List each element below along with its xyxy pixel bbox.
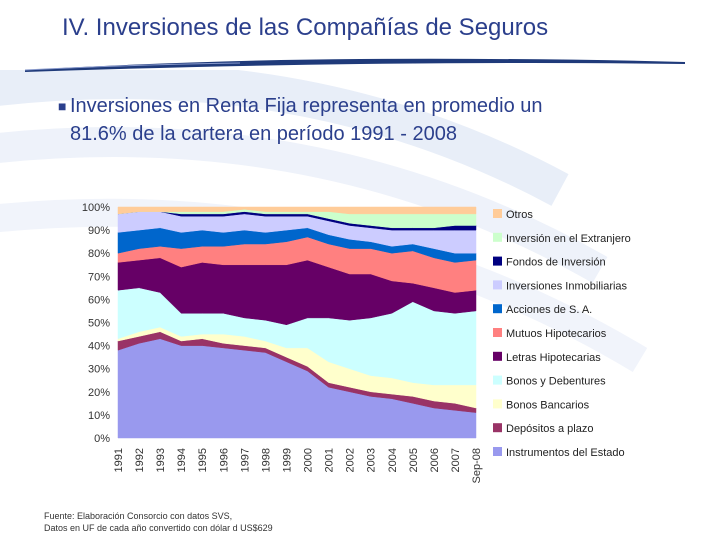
legend-label: Letras Hipotecarias bbox=[506, 352, 601, 364]
legend-label: Bonos Bancarios bbox=[506, 399, 590, 411]
x-tick-label: 1991 bbox=[113, 448, 125, 472]
legend-swatch bbox=[493, 256, 502, 266]
legend-swatch bbox=[493, 209, 502, 218]
legend-swatch bbox=[493, 423, 502, 433]
y-tick-label: 30% bbox=[88, 364, 110, 376]
bullet-text-line1: Inversiones en Renta Fija representa en … bbox=[70, 95, 543, 117]
page-title: IV. Inversiones de las Compañías de Segu… bbox=[62, 14, 549, 41]
legend-swatch bbox=[493, 375, 502, 385]
footer-source: Fuente: Elaboración Consorcio con datos … bbox=[44, 510, 273, 534]
y-tick-label: 40% bbox=[88, 341, 110, 353]
legend-swatch bbox=[493, 280, 502, 290]
x-tick-label: 1994 bbox=[176, 448, 188, 472]
legend-swatch bbox=[493, 447, 502, 456]
x-tick-label: 2004 bbox=[387, 448, 399, 472]
legend-label: Instrumentos del Estado bbox=[506, 447, 625, 459]
y-tick-label: 0% bbox=[94, 433, 110, 445]
x-tick-label: 2005 bbox=[408, 448, 420, 472]
x-tick-label: 2000 bbox=[303, 448, 315, 472]
legend-label: Acciones de S. A. bbox=[506, 304, 592, 316]
y-tick-label: 80% bbox=[88, 248, 110, 260]
legend-swatch bbox=[493, 304, 502, 314]
area-series-11 bbox=[117, 206, 477, 215]
x-tick-label: 2007 bbox=[450, 448, 462, 472]
y-tick-label: 20% bbox=[88, 387, 110, 399]
y-tick-label: 50% bbox=[88, 318, 110, 330]
legend-label: Otros bbox=[506, 209, 533, 221]
footer-line1: Fuente: Elaboración Consorcio con datos … bbox=[44, 511, 233, 521]
x-tick-label: 2003 bbox=[366, 448, 378, 472]
y-tick-label: 10% bbox=[88, 410, 110, 422]
legend-swatch bbox=[493, 399, 502, 409]
x-tick-label: 1999 bbox=[281, 448, 293, 472]
bullet-text-line2: 81.6% de la cartera en período 1991 - 20… bbox=[70, 123, 457, 145]
y-tick-label: 100% bbox=[82, 202, 110, 214]
legend-label: Inversión en el Extranjero bbox=[506, 233, 631, 245]
y-tick-label: 70% bbox=[88, 271, 110, 283]
y-tick-label: 90% bbox=[88, 225, 110, 237]
x-tick-label: 1998 bbox=[260, 448, 272, 472]
x-tick-label: 2006 bbox=[429, 448, 441, 472]
legend-swatch bbox=[493, 232, 502, 242]
legend-swatch bbox=[493, 328, 502, 337]
x-tick-label: 2002 bbox=[345, 448, 357, 472]
legend-label: Bonos y Debentures bbox=[506, 376, 606, 388]
stacked-area-chart: 0% 10% 20% 30% 40% 50% 60% 70% 80% 90% 100% 1991 199… bbox=[82, 202, 631, 483]
x-tick-label: 1995 bbox=[197, 448, 209, 472]
legend-label: Mutuos Hipotecarios bbox=[506, 328, 607, 340]
footer-line2: Datos en UF de cada año convertido con d… bbox=[44, 523, 273, 533]
legend-label: Fondos de Inversión bbox=[506, 257, 606, 269]
legend-label: Depósitos a plazo bbox=[506, 423, 593, 435]
bullet-point: ■ Inversiones en Renta Fija representa e… bbox=[58, 92, 678, 148]
x-tick-label: 1997 bbox=[239, 448, 251, 472]
x-tick-label: 1992 bbox=[134, 448, 146, 472]
legend-swatch bbox=[493, 351, 502, 361]
bullet-square-icon: ■ bbox=[58, 98, 67, 114]
legend-label: Inversiones Inmobiliarias bbox=[506, 280, 628, 292]
x-tick-label: 1996 bbox=[218, 448, 230, 472]
y-tick-label: 60% bbox=[88, 294, 110, 306]
x-tick-label: 2001 bbox=[324, 448, 336, 472]
title-underline-swoosh bbox=[24, 58, 685, 72]
x-tick-label: Sep-08 bbox=[471, 448, 483, 483]
x-tick-label: 1993 bbox=[155, 448, 167, 472]
